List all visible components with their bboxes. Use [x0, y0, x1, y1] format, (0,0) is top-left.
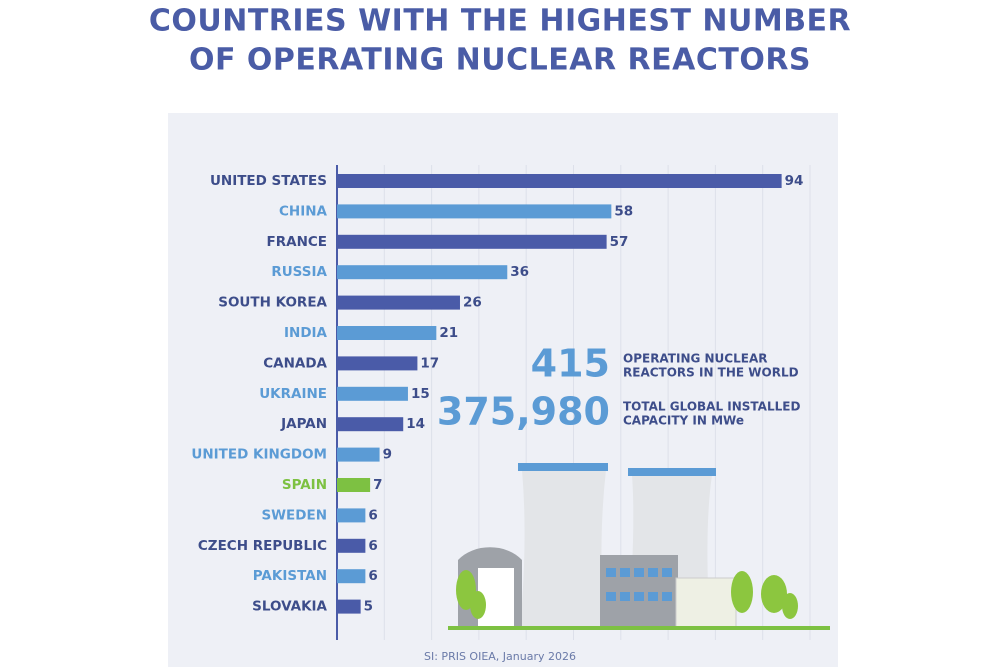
category-label: SPAIN	[282, 477, 327, 493]
category-label: CHINA	[279, 203, 328, 219]
bar	[337, 295, 460, 310]
value-label: 5	[364, 599, 373, 615]
stat-caption: TOTAL GLOBAL INSTALLED	[623, 400, 800, 414]
bar	[337, 174, 782, 188]
stat-number: 415	[531, 342, 610, 386]
category-label: SWEDEN	[261, 507, 327, 523]
title-line: OF OPERATING NUCLEAR REACTORS	[189, 43, 811, 78]
value-label: 9	[383, 447, 392, 463]
stat-caption: OPERATING NUCLEAR	[623, 352, 767, 366]
value-label: 14	[406, 416, 425, 432]
value-label: 94	[785, 173, 804, 189]
stat-caption: CAPACITY IN MWe	[623, 414, 744, 428]
category-label: UNITED KINGDOM	[191, 447, 327, 463]
value-label: 6	[368, 507, 377, 523]
value-label: 7	[373, 477, 382, 493]
value-label: 6	[368, 538, 377, 554]
bar	[337, 447, 380, 462]
bar	[337, 478, 371, 492]
bar	[337, 538, 366, 553]
category-label: UNITED STATES	[210, 173, 327, 189]
category-label: JAPAN	[280, 416, 327, 432]
bar	[337, 386, 408, 401]
category-label: SLOVAKIA	[252, 599, 327, 615]
source: SI: PRIS OIEA, January 2026	[424, 650, 576, 663]
category-label: CZECH REPUBLIC	[198, 538, 327, 554]
bar	[337, 204, 612, 219]
bar	[337, 599, 361, 614]
bar	[337, 417, 404, 432]
value-label: 6	[368, 568, 377, 584]
category-label: RUSSIA	[271, 264, 327, 280]
bar	[337, 569, 366, 584]
bar	[337, 265, 508, 280]
category-label: SOUTH KOREA	[218, 295, 327, 311]
category-label: UKRAINE	[259, 386, 327, 402]
title-line: COUNTRIES WITH THE HIGHEST NUMBER	[149, 4, 851, 39]
value-label: 57	[610, 234, 629, 250]
bar	[337, 234, 607, 249]
bar	[337, 326, 437, 340]
stat-caption: REACTORS IN THE WORLD	[623, 366, 799, 380]
value-label: 17	[420, 355, 439, 371]
stat-number: 375,980	[437, 390, 610, 434]
value-label: 36	[510, 264, 529, 280]
category-label: FRANCE	[267, 234, 328, 250]
value-label: 58	[614, 203, 633, 219]
value-label: 21	[439, 325, 458, 341]
category-label: CANADA	[263, 355, 327, 371]
value-label: 15	[411, 386, 430, 402]
bar	[337, 356, 418, 371]
bar	[337, 508, 366, 523]
value-label: 26	[463, 295, 482, 311]
category-label: PAKISTAN	[253, 568, 327, 584]
power-plant-illustration	[448, 463, 830, 630]
category-label: INDIA	[284, 325, 328, 341]
